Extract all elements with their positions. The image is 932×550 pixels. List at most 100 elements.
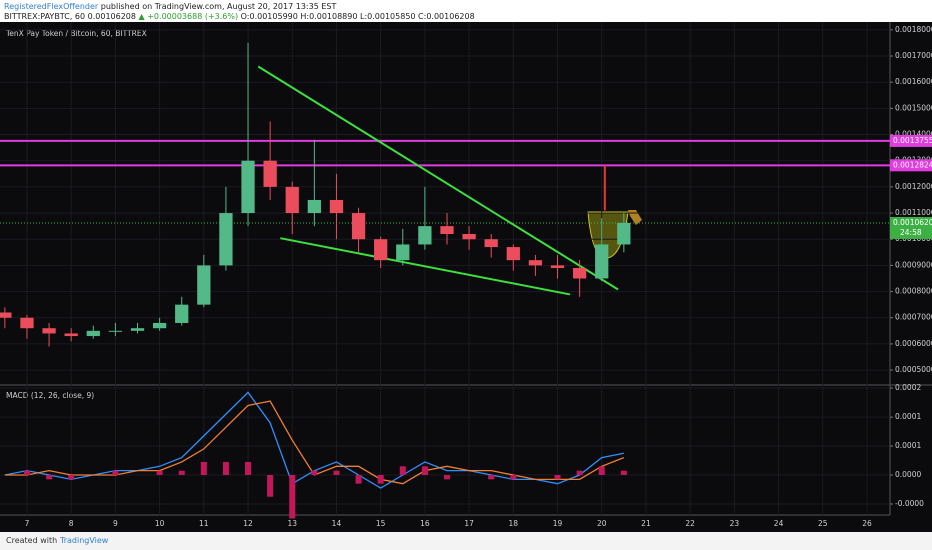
candle-body	[42, 328, 56, 334]
candle-body	[528, 260, 543, 266]
y-tick-label: 0.0001	[895, 412, 921, 421]
histogram-bar	[267, 475, 274, 497]
histogram-bar	[200, 461, 207, 475]
candle-body	[462, 233, 476, 240]
x-tick-label: 10	[155, 519, 165, 528]
candle-body	[108, 330, 123, 332]
change: ▲ +0.00003688 (+3.6%)	[138, 12, 239, 21]
candle-body	[572, 268, 587, 279]
histogram-bar	[222, 461, 229, 475]
publish-line: RegisteredFlexOffender published on Trad…	[4, 2, 336, 11]
published: published on TradingView.com, August 20,…	[100, 2, 337, 11]
x-tick-label: 23	[730, 519, 740, 528]
macd-title: MACD (12, 26, close, 9)	[6, 391, 94, 400]
histogram-bar	[355, 475, 362, 484]
histogram-bar	[245, 461, 252, 475]
histogram-bar	[598, 466, 605, 475]
histogram-bar	[576, 470, 583, 475]
created-with: Created with	[6, 536, 58, 545]
histogram-bar	[156, 470, 163, 475]
price-label-bg	[890, 216, 932, 239]
histogram-bar	[554, 475, 561, 480]
candle-body	[506, 247, 520, 261]
candle-body	[175, 304, 189, 323]
x-tick-label: 14	[332, 519, 342, 528]
macd-line	[4, 391, 624, 489]
x-tick-label: 9	[113, 519, 118, 528]
candle-body	[550, 265, 565, 269]
histogram-bar	[510, 475, 517, 480]
histogram-bar	[311, 470, 318, 475]
y-tick-label: 0.0001	[895, 441, 921, 450]
candle-body	[396, 244, 410, 261]
brand[interactable]: TradingView	[60, 536, 109, 545]
author[interactable]: RegisteredFlexOffender	[4, 2, 99, 11]
last: 0.00106208	[87, 12, 136, 21]
y-tick-label: 0.00070000	[895, 313, 932, 322]
candle-body	[219, 213, 233, 266]
candle-body	[351, 213, 366, 240]
trendline	[280, 237, 571, 296]
symbol-line: BITTREX:PAYBTC, 60 0.00106208 ▲ +0.00003…	[4, 12, 475, 21]
x-tick-label: 15	[376, 519, 386, 528]
candle-body	[374, 239, 388, 261]
y-tick-label: 0.00160000	[895, 77, 932, 86]
y-tick-label: 0.00180000	[895, 25, 932, 34]
candle-body	[130, 328, 145, 331]
countdown: 24:58	[900, 228, 922, 237]
candle-body	[329, 199, 344, 214]
price-label: 0.00128241	[893, 160, 932, 169]
x-tick-label: 18	[509, 519, 519, 528]
candle-body	[484, 239, 498, 248]
chart: TenX Pay Token / Bitcoin, 60, BITTREX MA…	[0, 22, 932, 532]
histogram-bar	[421, 466, 428, 475]
x-tick-label: 20	[597, 519, 607, 528]
candle-body	[64, 333, 78, 337]
x-tick-label: 22	[685, 519, 695, 528]
histogram-bar	[46, 475, 53, 480]
histogram-bar	[399, 466, 406, 475]
x-tick-label: 24	[774, 519, 784, 528]
footer: Created with TradingView	[0, 532, 932, 550]
candle-body	[241, 160, 255, 214]
x-tick-label: 17	[464, 519, 474, 528]
y-tick-label: 0.00110000	[895, 208, 932, 217]
x-tick-label: 21	[641, 519, 651, 528]
handle-drawing	[628, 210, 642, 225]
candle-body	[152, 322, 167, 329]
histogram-bar	[289, 475, 296, 519]
y-tick-label: 0.00050000	[895, 365, 932, 374]
candle-body	[285, 186, 299, 214]
histogram-bar	[620, 470, 627, 475]
candle-body	[307, 199, 321, 214]
histogram-bar	[443, 475, 450, 480]
y-tick-label: 0.00080000	[895, 287, 932, 296]
candle-body	[617, 222, 631, 245]
candle-body	[197, 265, 211, 305]
candle-body	[440, 226, 454, 234]
price-label-bg	[890, 134, 932, 147]
histogram-bar	[178, 470, 185, 475]
x-tick-label: 12	[243, 519, 253, 528]
symbol: BITTREX:PAYBTC, 60	[4, 12, 86, 21]
candle-body	[263, 160, 277, 187]
histogram-bar	[112, 470, 119, 475]
histogram-bar	[377, 475, 384, 484]
y-tick-label: 0.00140000	[895, 130, 932, 139]
trendline	[257, 65, 619, 291]
ohlc: O:0.00105990 H:0.00108890 L:0.00105850 C…	[240, 12, 475, 21]
x-tick-label: 26	[862, 519, 872, 528]
x-tick-label: 13	[287, 519, 297, 528]
y-tick-label: 0.0002	[895, 383, 921, 392]
background	[0, 22, 932, 532]
y-tick-label: 0.00150000	[895, 103, 932, 112]
x-tick-label: 7	[25, 519, 30, 528]
candle-body	[20, 317, 34, 329]
x-tick-label: 11	[199, 519, 209, 528]
y-tick-label: 0.00120000	[895, 182, 932, 191]
price-label: 0.00137559	[893, 136, 932, 145]
price-label-bg	[890, 159, 932, 172]
histogram-bar	[488, 475, 495, 480]
histogram-bar	[68, 475, 75, 480]
x-tick-label: 19	[553, 519, 563, 528]
